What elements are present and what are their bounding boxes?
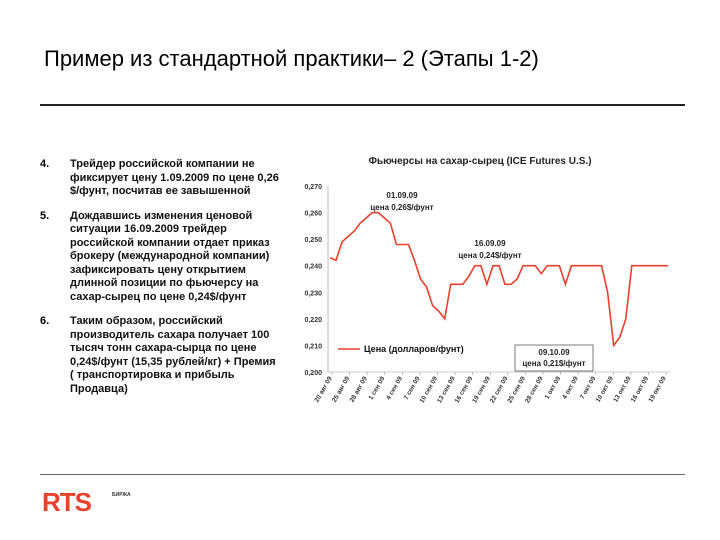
slide-title: Пример из стандартной практики– 2 (Этапы… [44, 46, 539, 71]
list-item-number: 5. [40, 209, 50, 222]
logo-subtitle: БИРЖА [112, 492, 131, 498]
x-tick-label: 4 окт 09 [561, 375, 580, 400]
x-tick-label: 7 сен 09 [403, 375, 422, 401]
annotation-date: 09.10.09 [538, 348, 570, 357]
annotation-date: 16.09.09 [474, 239, 506, 248]
series-line [329, 211, 668, 348]
y-tick-label: 0,200 [304, 370, 322, 377]
price-chart: Фьючерсы на сахар-сырец (ICE Futures U.S… [290, 148, 690, 428]
list-item: 4. Трейдер российской компании не фиксир… [40, 158, 280, 199]
list-item-text: Дождавшись изменения ценовой ситуации 16… [70, 209, 270, 303]
y-tick-label: 0,210 [304, 343, 322, 350]
rts-logo: RTS БИРЖА [42, 487, 162, 517]
list-item-text: Таким образом, российский производитель … [70, 315, 276, 395]
x-tick-label: 28 авг 09 [349, 375, 369, 403]
y-tick-label: 0,230 [304, 290, 322, 297]
y-tick-label: 0,220 [304, 317, 322, 324]
list-item-text: Трейдер российской компании не фиксирует… [70, 158, 279, 197]
list-item: 6. Таким образом, российский производите… [40, 315, 280, 396]
x-tick-label: 4 сен 09 [385, 375, 404, 401]
y-tick-label: 0,240 [304, 264, 322, 271]
annotation-box: 01.09.09 цена 0,26$/фунт [370, 191, 433, 212]
list-item: 5. Дождавшись изменения ценовой ситуации… [40, 210, 280, 305]
x-tick-label: 1 сен 09 [368, 375, 387, 401]
x-tick-label: 28 сен 09 [524, 375, 545, 404]
annotation-price: цена 0,21$/фунт [522, 359, 585, 368]
annotation-price: цена 0,24$/фунт [458, 251, 521, 260]
x-tick-label: 1 окт 09 [544, 375, 563, 400]
logo-text: RTS [42, 487, 92, 517]
annotation-price: цена 0,26$/фунт [370, 203, 433, 212]
y-tick-label: 0,270 [304, 184, 322, 191]
y-tick-label: 0,250 [304, 237, 322, 244]
title-divider [40, 104, 685, 106]
annotation-frame [514, 344, 594, 372]
footer-divider [40, 474, 685, 475]
x-tick-label: 7 окт 09 [579, 375, 598, 400]
x-tick-label: 19 окт 09 [647, 375, 667, 403]
annotation-date: 01.09.09 [386, 191, 418, 200]
legend-label: Цена (долларов/фунт) [364, 344, 464, 354]
list-item-number: 6. [40, 315, 50, 327]
annotation-box: 09.10.09 цена 0,21$/фунт [514, 344, 594, 372]
annotation-box: 16.09.09 цена 0,24$/фунт [458, 239, 521, 260]
chart-svg: Фьючерсы на сахар-сырец (ICE Futures U.S… [304, 156, 670, 404]
y-axis: 0,200 0,210 0,220 0,230 0,240 0,250 0,260 0,270 [304, 184, 322, 377]
legend: Цена (долларов/фунт) [338, 344, 464, 354]
list-item-number: 4. [40, 158, 50, 170]
y-tick-label: 0,260 [304, 211, 322, 218]
numbered-list: 4. Трейдер российской компании не фиксир… [40, 158, 280, 407]
chart-title: Фьючерсы на сахар-сырец (ICE Futures U.S… [368, 156, 591, 167]
